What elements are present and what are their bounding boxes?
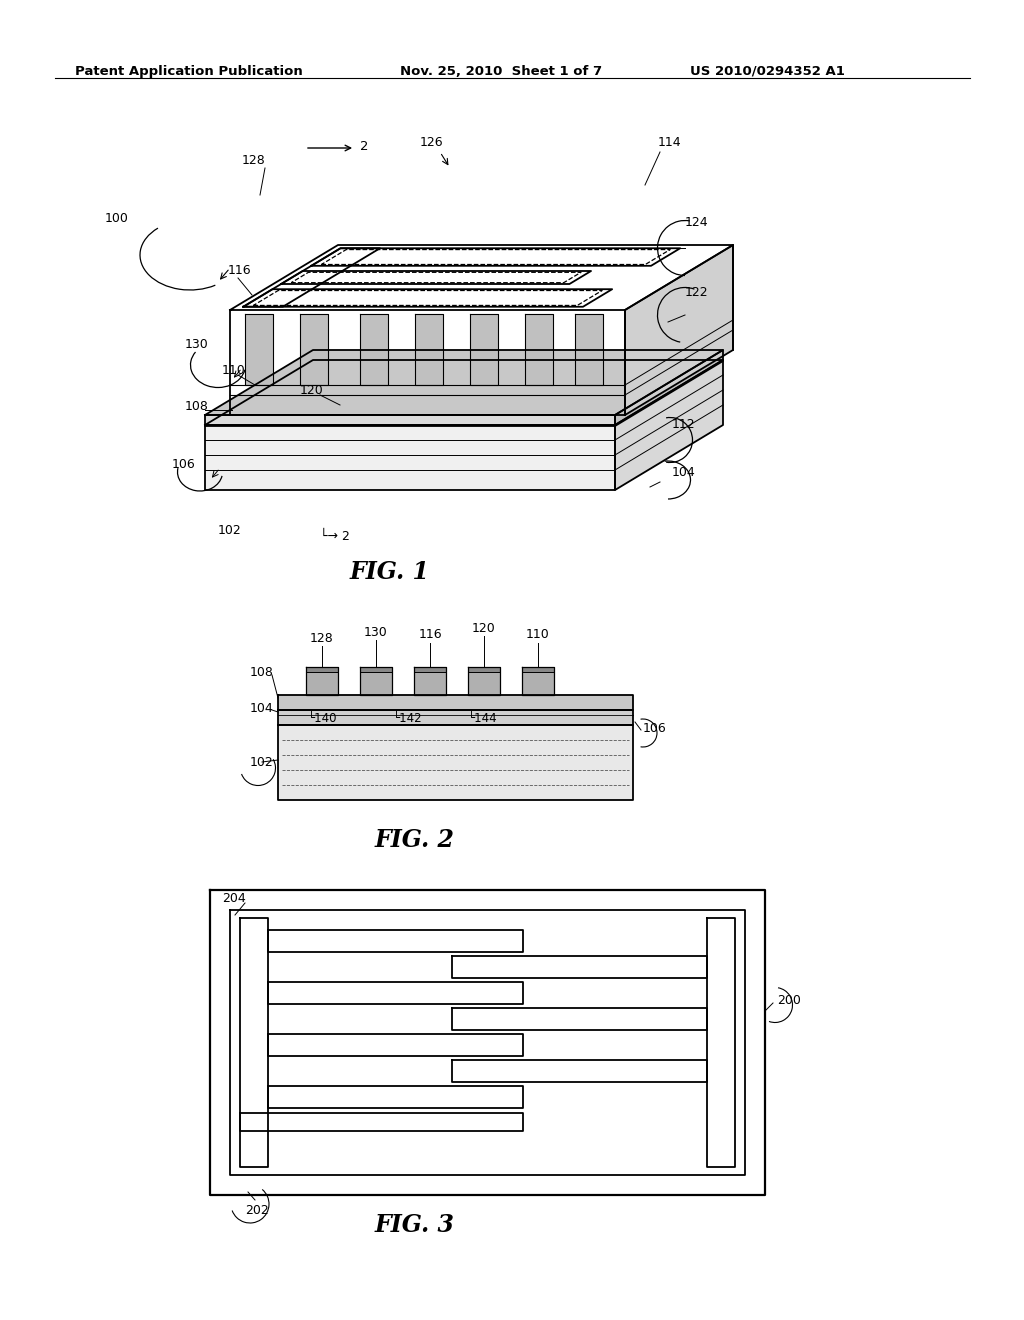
Polygon shape: [625, 246, 733, 414]
Polygon shape: [205, 414, 615, 426]
Text: └→ 2: └→ 2: [319, 531, 350, 544]
Text: Nov. 25, 2010  Sheet 1 of 7: Nov. 25, 2010 Sheet 1 of 7: [400, 65, 602, 78]
Text: FIG. 2: FIG. 2: [375, 828, 455, 851]
Text: 102: 102: [218, 524, 242, 536]
Polygon shape: [468, 667, 500, 672]
Text: 110: 110: [222, 363, 246, 376]
Text: FIG. 3: FIG. 3: [375, 1213, 455, 1237]
Polygon shape: [415, 314, 443, 385]
Polygon shape: [205, 425, 615, 490]
Text: 104: 104: [250, 701, 273, 714]
Text: └142: └142: [393, 711, 423, 725]
Text: 200: 200: [777, 994, 801, 1006]
Text: 116: 116: [418, 628, 441, 642]
Text: 128: 128: [310, 631, 334, 644]
Text: 102: 102: [250, 755, 273, 768]
Polygon shape: [615, 360, 723, 490]
Polygon shape: [522, 667, 554, 672]
Polygon shape: [205, 360, 723, 425]
Text: 202: 202: [245, 1204, 268, 1217]
Polygon shape: [360, 667, 392, 696]
Text: 116: 116: [228, 264, 252, 276]
Text: 108: 108: [250, 665, 273, 678]
Text: 104: 104: [672, 466, 695, 479]
Polygon shape: [615, 350, 723, 426]
Text: 100: 100: [105, 211, 129, 224]
Text: 128: 128: [242, 153, 266, 166]
Text: └144: └144: [468, 711, 498, 725]
Text: 124: 124: [685, 215, 709, 228]
Text: 108: 108: [185, 400, 209, 413]
Polygon shape: [245, 314, 273, 385]
Text: 120: 120: [472, 622, 496, 635]
Text: 114: 114: [658, 136, 682, 149]
Text: 130: 130: [185, 338, 209, 351]
Text: 110: 110: [526, 628, 550, 642]
Text: 106: 106: [172, 458, 196, 471]
Polygon shape: [278, 725, 633, 800]
Text: └140: └140: [308, 711, 338, 725]
Polygon shape: [360, 314, 388, 385]
Polygon shape: [522, 667, 554, 696]
Text: 130: 130: [365, 626, 388, 639]
Text: 122: 122: [685, 285, 709, 298]
Text: 126: 126: [420, 136, 443, 149]
Text: 2: 2: [360, 140, 369, 153]
Polygon shape: [468, 667, 500, 696]
Text: FIG. 1: FIG. 1: [350, 560, 430, 583]
Text: 112: 112: [672, 418, 695, 432]
Polygon shape: [306, 667, 338, 672]
Polygon shape: [300, 314, 328, 385]
Polygon shape: [360, 667, 392, 672]
Text: 106: 106: [643, 722, 667, 734]
Text: 204: 204: [222, 891, 246, 904]
Text: 120: 120: [300, 384, 324, 396]
Text: Patent Application Publication: Patent Application Publication: [75, 65, 303, 78]
Polygon shape: [306, 667, 338, 696]
Polygon shape: [278, 696, 633, 710]
Polygon shape: [278, 710, 633, 725]
Text: US 2010/0294352 A1: US 2010/0294352 A1: [690, 65, 845, 78]
Polygon shape: [414, 667, 446, 672]
Polygon shape: [205, 350, 723, 414]
Polygon shape: [575, 314, 603, 385]
Polygon shape: [525, 314, 553, 385]
Polygon shape: [470, 314, 498, 385]
Polygon shape: [414, 667, 446, 696]
